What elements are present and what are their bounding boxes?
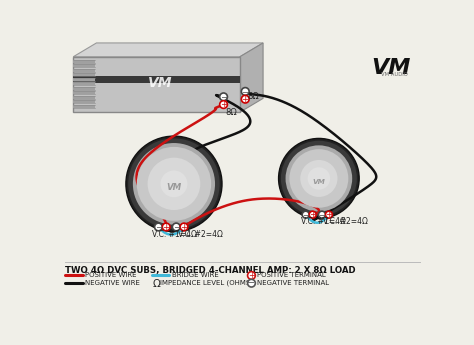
Text: POSITIVE TERMINAL: POSITIVE TERMINAL	[257, 273, 326, 278]
Circle shape	[147, 158, 201, 210]
Text: +: +	[220, 100, 228, 109]
Text: −: −	[241, 87, 249, 96]
Polygon shape	[240, 43, 263, 112]
FancyBboxPatch shape	[73, 91, 95, 94]
Text: VM AUDIO: VM AUDIO	[382, 72, 408, 77]
FancyBboxPatch shape	[73, 73, 95, 76]
Text: NEGATIVE WIRE: NEGATIVE WIRE	[85, 280, 140, 286]
Text: −: −	[173, 223, 180, 232]
Text: POSITIVE WIRE: POSITIVE WIRE	[85, 273, 137, 278]
Circle shape	[126, 136, 222, 231]
Circle shape	[308, 167, 330, 190]
Text: −: −	[302, 210, 310, 219]
Text: +: +	[180, 223, 188, 232]
Circle shape	[247, 272, 255, 279]
Polygon shape	[73, 43, 263, 57]
FancyBboxPatch shape	[73, 65, 95, 67]
Text: −: −	[220, 92, 228, 101]
Text: VM: VM	[147, 76, 172, 90]
Circle shape	[300, 160, 337, 197]
Text: NEGATIVE TERMINAL: NEGATIVE TERMINAL	[257, 280, 329, 286]
FancyBboxPatch shape	[73, 60, 95, 63]
Text: V.C. #2=4Ω: V.C. #2=4Ω	[178, 230, 223, 239]
FancyBboxPatch shape	[73, 57, 240, 112]
Text: +: +	[309, 210, 317, 219]
Circle shape	[285, 145, 352, 211]
Circle shape	[302, 211, 309, 218]
Text: IMPEDANCE LEVEL (OHMS): IMPEDANCE LEVEL (OHMS)	[160, 280, 253, 286]
FancyBboxPatch shape	[73, 100, 95, 103]
Text: −: −	[247, 278, 255, 288]
Circle shape	[247, 279, 255, 287]
Text: TWO 4Ω DVC SUBS, BRIDGED 4-CHANNEL AMP: 2 X 8Ω LOAD: TWO 4Ω DVC SUBS, BRIDGED 4-CHANNEL AMP: …	[65, 266, 356, 275]
Circle shape	[281, 141, 357, 216]
Text: VM: VM	[166, 183, 182, 192]
Circle shape	[128, 138, 219, 229]
FancyBboxPatch shape	[73, 82, 95, 85]
Circle shape	[162, 223, 170, 231]
Text: V.C. #1=4Ω: V.C. #1=4Ω	[152, 230, 197, 239]
Text: +: +	[248, 271, 255, 280]
Circle shape	[279, 138, 359, 218]
Circle shape	[155, 223, 162, 231]
Text: VM: VM	[312, 179, 325, 185]
Circle shape	[133, 143, 215, 225]
Text: VM: VM	[371, 58, 410, 78]
Circle shape	[180, 223, 188, 231]
FancyBboxPatch shape	[73, 69, 95, 72]
Circle shape	[173, 223, 180, 231]
FancyBboxPatch shape	[73, 96, 95, 99]
Text: +: +	[163, 223, 170, 232]
Circle shape	[161, 170, 187, 197]
Circle shape	[290, 149, 348, 208]
Circle shape	[241, 95, 249, 103]
Text: +: +	[325, 210, 333, 219]
Text: BRIDGE WIRE: BRIDGE WIRE	[172, 273, 219, 278]
FancyBboxPatch shape	[73, 76, 240, 83]
FancyBboxPatch shape	[73, 78, 95, 81]
Text: V.C. #2=4Ω: V.C. #2=4Ω	[323, 217, 368, 226]
Text: −: −	[155, 223, 162, 232]
Text: 8Ω: 8Ω	[225, 108, 237, 117]
Circle shape	[309, 211, 316, 218]
FancyBboxPatch shape	[73, 105, 95, 108]
Circle shape	[219, 101, 228, 108]
Circle shape	[219, 93, 228, 101]
Text: −: −	[318, 210, 326, 219]
Circle shape	[319, 211, 326, 218]
Circle shape	[326, 211, 332, 218]
Text: V.C. #1=4Ω: V.C. #1=4Ω	[301, 217, 346, 226]
FancyBboxPatch shape	[73, 87, 95, 90]
Text: +: +	[241, 95, 249, 104]
Text: 8Ω: 8Ω	[247, 92, 259, 101]
Circle shape	[137, 147, 211, 221]
Circle shape	[241, 88, 249, 95]
Text: Ω: Ω	[152, 278, 160, 288]
